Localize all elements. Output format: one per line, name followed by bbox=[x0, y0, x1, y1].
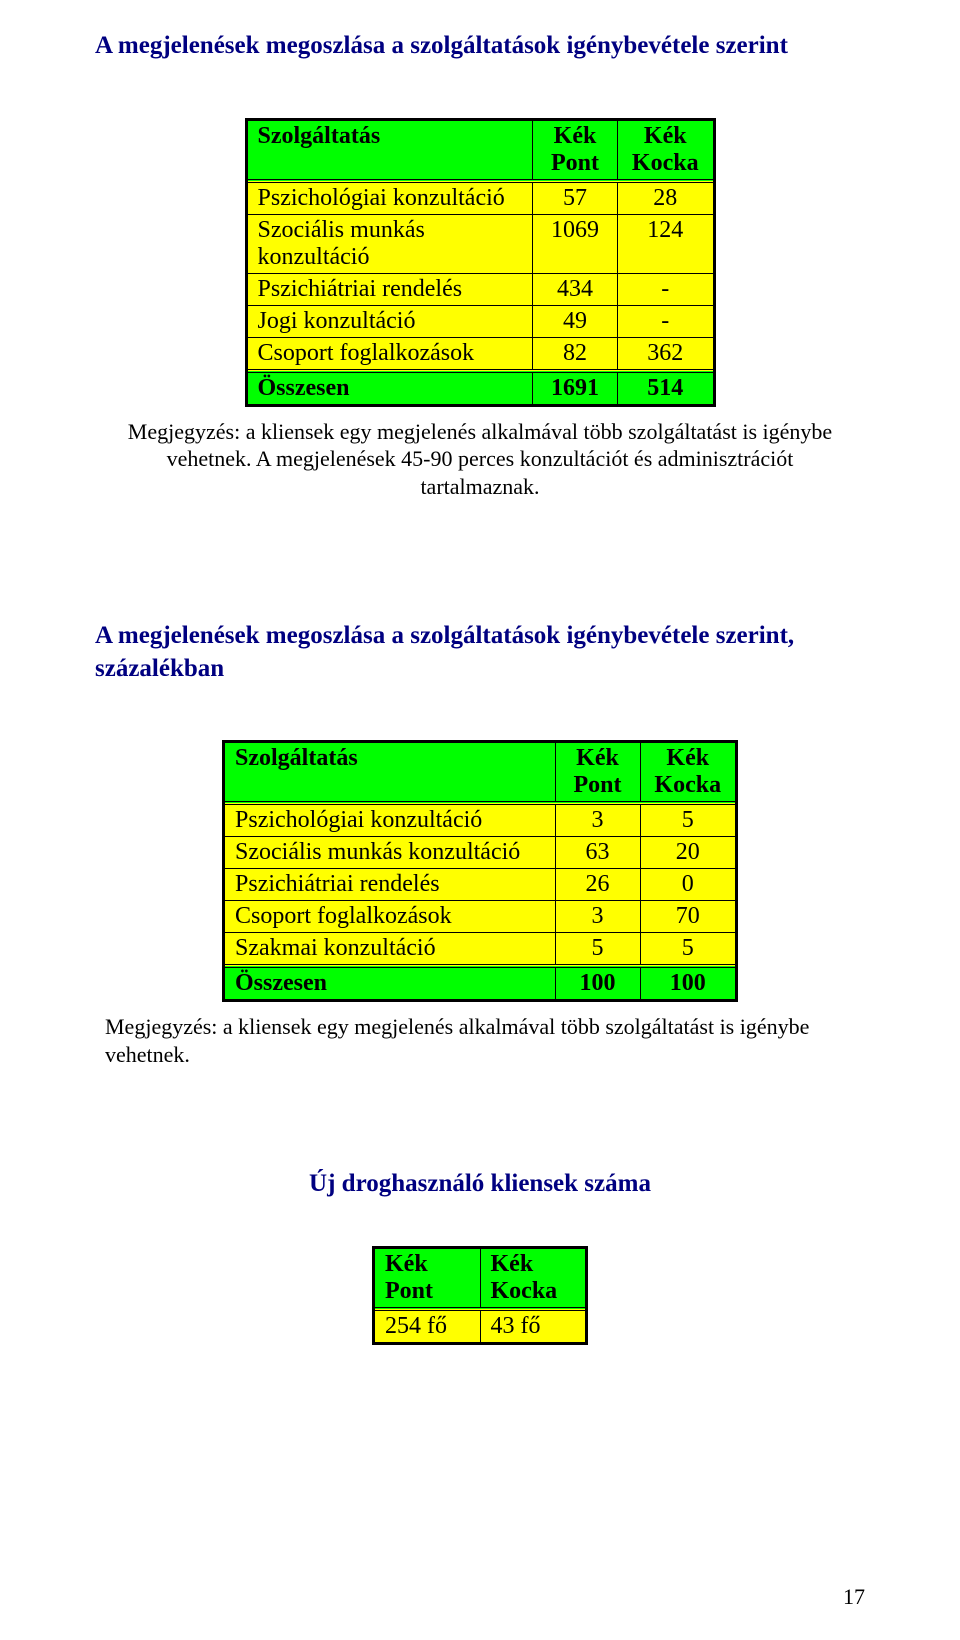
t2-r2-l: Pszichiátriai rendelés bbox=[225, 869, 555, 901]
t2-r4-v1: 5 bbox=[555, 933, 640, 967]
table2-container: Szolgáltatás KékPont KékKocka Pszichológ… bbox=[95, 740, 865, 1007]
table1: Szolgáltatás KékPont KékKocka Pszichológ… bbox=[248, 121, 713, 404]
table3-border: KékPont KékKocka 254 fő43 fő bbox=[372, 1246, 588, 1345]
t1-r2-l: Pszichiátriai rendelés bbox=[248, 273, 533, 305]
heading-2: A megjelenések megoszlása a szolgáltatás… bbox=[95, 620, 865, 685]
t1-r4-v2: 362 bbox=[618, 337, 713, 371]
t3-h1: KékKocka bbox=[480, 1249, 585, 1309]
t1-h0: Szolgáltatás bbox=[248, 121, 533, 181]
heading-1: A megjelenések megoszlása a szolgáltatás… bbox=[95, 30, 865, 63]
t1-h2: KékKocka bbox=[618, 121, 713, 181]
t2-r3-v1: 3 bbox=[555, 901, 640, 933]
t2-h1: KékPont bbox=[555, 743, 640, 803]
t2-total-l: Összesen bbox=[225, 966, 555, 999]
t1-r3-v1: 49 bbox=[533, 305, 618, 337]
table1-container: Szolgáltatás KékPont KékKocka Pszichológ… bbox=[95, 118, 865, 412]
table1-border: Szolgáltatás KékPont KékKocka Pszichológ… bbox=[245, 118, 716, 407]
note-2: Megjegyzés: a kliensek egy megjelenés al… bbox=[105, 1013, 865, 1068]
t2-r2-v1: 26 bbox=[555, 869, 640, 901]
t2-r3-v2: 70 bbox=[640, 901, 735, 933]
t1-r1-l: Szociális munkáskonzultáció bbox=[248, 214, 533, 273]
page-number: 17 bbox=[843, 1584, 865, 1610]
t2-h2: KékKocka bbox=[640, 743, 735, 803]
t2-r0-v1: 3 bbox=[555, 803, 640, 837]
t2-total-v2: 100 bbox=[640, 966, 735, 999]
t1-r0-v1: 57 bbox=[533, 181, 618, 215]
t1-r1-v1: 1069 bbox=[533, 214, 618, 273]
page: A megjelenések megoszlása a szolgáltatás… bbox=[0, 0, 960, 1640]
t2-r4-l: Szakmai konzultáció bbox=[225, 933, 555, 967]
note-1: Megjegyzés: a kliensek egy megjelenés al… bbox=[110, 418, 850, 501]
t1-total-v1: 1691 bbox=[533, 371, 618, 404]
t2-r0-l: Pszichológiai konzultáció bbox=[225, 803, 555, 837]
t3-h0: KékPont bbox=[375, 1249, 480, 1309]
t2-r0-v2: 5 bbox=[640, 803, 735, 837]
t2-h0: Szolgáltatás bbox=[225, 743, 555, 803]
t1-r0-l: Pszichológiai konzultáció bbox=[248, 181, 533, 215]
t3-v1: 254 fő bbox=[375, 1309, 480, 1342]
t1-r4-v1: 82 bbox=[533, 337, 618, 371]
t1-r2-v2: - bbox=[618, 273, 713, 305]
t2-r4-v2: 5 bbox=[640, 933, 735, 967]
t1-r3-v2: - bbox=[618, 305, 713, 337]
t1-r1-v2: 124 bbox=[618, 214, 713, 273]
t1-r4-l: Csoport foglalkozások bbox=[248, 337, 533, 371]
t1-h1: KékPont bbox=[533, 121, 618, 181]
t3-v2: 43 fő bbox=[480, 1309, 585, 1342]
table2: Szolgáltatás KékPont KékKocka Pszichológ… bbox=[225, 743, 735, 999]
t2-r2-v2: 0 bbox=[640, 869, 735, 901]
t1-r2-v1: 434 bbox=[533, 273, 618, 305]
t2-r3-l: Csoport foglalkozások bbox=[225, 901, 555, 933]
t1-total-l: Összesen bbox=[248, 371, 533, 404]
t1-r0-v2: 28 bbox=[618, 181, 713, 215]
table2-border: Szolgáltatás KékPont KékKocka Pszichológ… bbox=[222, 740, 738, 1002]
heading-3: Új droghasználó kliensek száma bbox=[95, 1168, 865, 1201]
table3-container: KékPont KékKocka 254 fő43 fő bbox=[95, 1246, 865, 1350]
t1-total-v2: 514 bbox=[618, 371, 713, 404]
t2-r1-l: Szociális munkás konzultáció bbox=[225, 837, 555, 869]
t1-r3-l: Jogi konzultáció bbox=[248, 305, 533, 337]
t2-r1-v1: 63 bbox=[555, 837, 640, 869]
t2-total-v1: 100 bbox=[555, 966, 640, 999]
table3: KékPont KékKocka 254 fő43 fő bbox=[375, 1249, 585, 1342]
t2-r1-v2: 20 bbox=[640, 837, 735, 869]
